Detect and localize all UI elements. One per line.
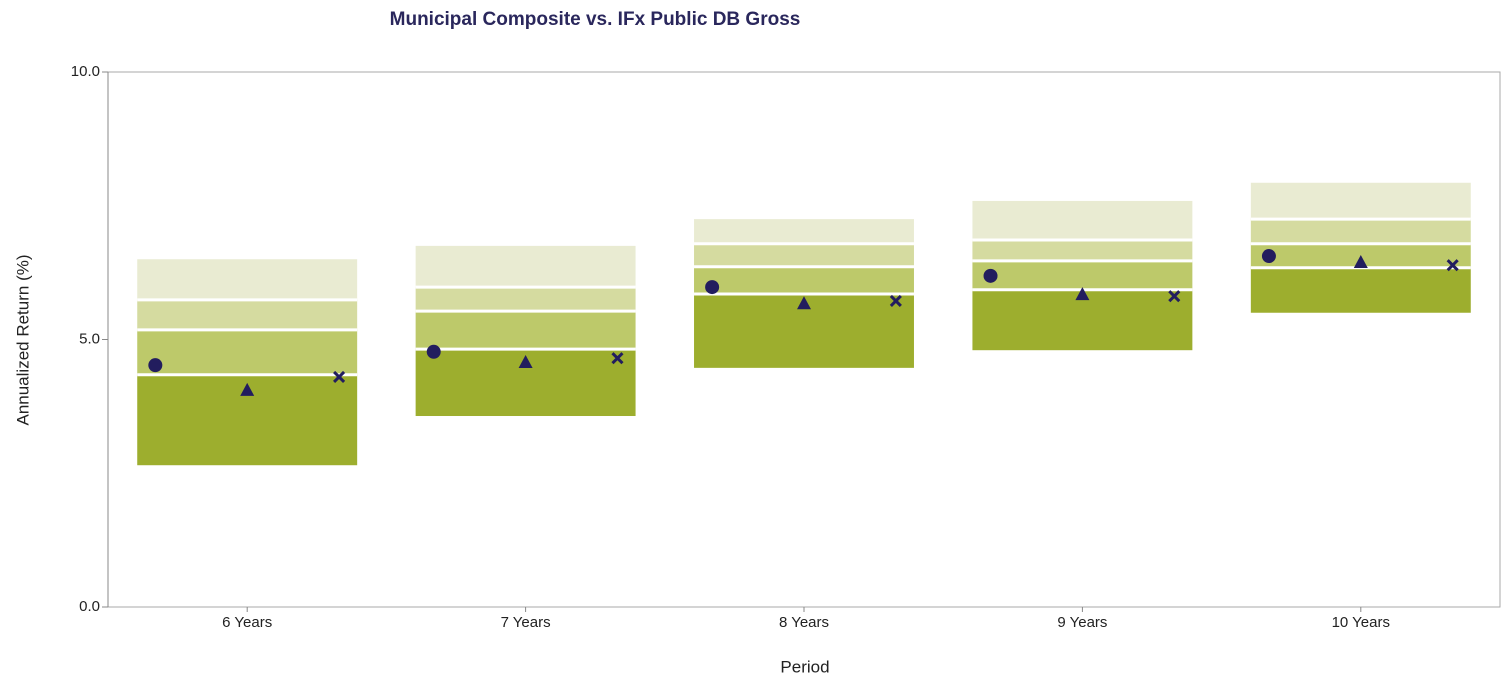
range-band [137, 329, 358, 375]
marker [518, 355, 533, 369]
marker [889, 294, 902, 308]
range-band [694, 219, 914, 244]
range-band [1250, 267, 1471, 313]
marker [983, 268, 998, 283]
range-band [694, 266, 914, 295]
range-band [415, 311, 636, 350]
marker [148, 358, 163, 373]
x-tick-label: 10 Years [1332, 614, 1390, 631]
chart-title: Municipal Composite vs. IFx Public DB Gr… [390, 9, 801, 30]
y-axis-label: Annualized Return (%) [13, 254, 32, 425]
marker [1075, 287, 1090, 301]
y-tick-label: 10.0 [71, 63, 100, 80]
range-band [1250, 219, 1471, 244]
marker [1168, 290, 1181, 303]
range-band [972, 260, 1193, 290]
marker [426, 344, 441, 359]
x-tick-label: 8 Years [779, 614, 829, 631]
marker [797, 296, 811, 310]
range-band [137, 299, 358, 330]
y-tick-label: 0.0 [79, 598, 100, 615]
marker [611, 352, 624, 365]
y-tick-label: 5.0 [79, 330, 100, 347]
range-band [415, 287, 636, 312]
marker [1261, 249, 1276, 264]
marker [333, 370, 346, 384]
range-band [972, 200, 1193, 240]
marker [705, 280, 720, 295]
marker [1353, 254, 1368, 268]
x-tick-label: 6 Years [222, 614, 272, 631]
range-band [415, 245, 636, 288]
x-tick-label: 9 Years [1057, 614, 1107, 631]
range-band [137, 259, 358, 300]
marker [1446, 259, 1459, 272]
x-tick-label: 7 Years [501, 614, 551, 631]
range-band [694, 243, 914, 267]
marker [240, 382, 255, 396]
x-axis-label: Period [780, 657, 829, 676]
range-band [1250, 182, 1471, 220]
range-band [972, 239, 1193, 261]
